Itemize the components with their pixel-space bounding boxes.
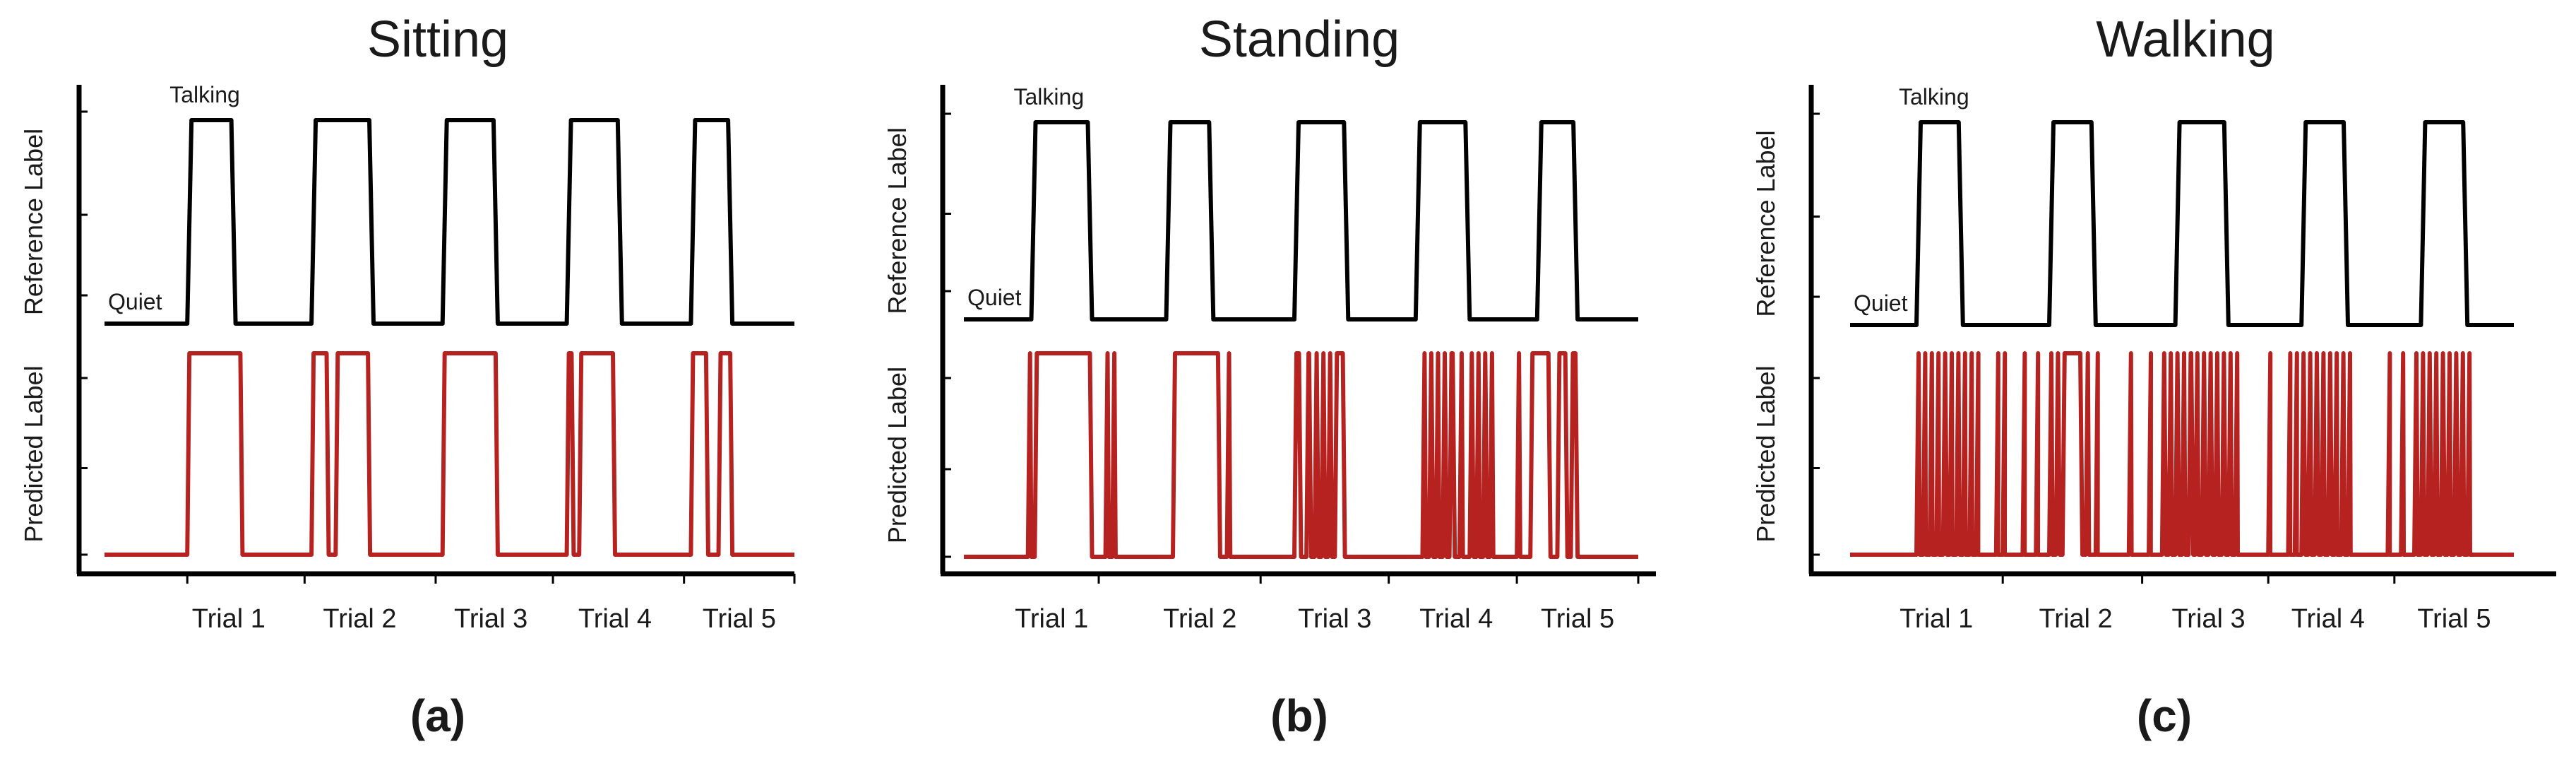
chart-title: Sitting [367,11,508,68]
quiet-label: Quiet [108,289,162,314]
x-tick-label: Trial 5 [1541,604,1614,634]
panel-label: (a) [410,690,465,741]
panel-a: Sitting Trial 1 Trial 2 Trial 3 Trial 4 Trial… [19,11,796,741]
x-tick-label: Trial 5 [703,604,776,634]
x-tick-label: Trial 2 [1163,604,1236,634]
x-tick-label: Trial 4 [2291,604,2365,634]
y-axis-label-reference: Reference Label [1751,130,1780,317]
y-axis-label-predicted: Predicted Label [19,365,48,542]
x-tick-label: Trial 4 [1419,604,1493,634]
quiet-label: Quiet [1854,290,1908,316]
reference-label-line [105,118,794,326]
panel-label: (b) [1270,690,1328,741]
y-axis-label-predicted: Predicted Label [883,367,912,543]
x-tick-label: Trial 4 [578,604,652,634]
chart-title: Walking [2096,11,2274,68]
x-tick-label: Trial 3 [1298,604,1371,634]
talking-label: Talking [169,82,240,107]
panel-label: (c) [2137,690,2192,741]
x-tick-label: Trial 1 [1900,604,1973,634]
panel-c: Walking Trial 1 Trial 2 Trial 3 Trial 4 Trial… [1751,11,2556,741]
x-tick-label: Trial 2 [323,604,396,634]
chart-title: Standing [1199,11,1400,68]
predicted-label-line [105,351,794,557]
x-tick-label: Trial 3 [2172,604,2246,634]
panel-b: Standing Trial 1 Trial 2 Trial 3 Trial 4 Tria… [883,11,1656,741]
y-axis-label-reference: Reference Label [883,127,912,314]
predicted-label-line [964,351,1638,559]
x-tick-label: Trial 1 [192,604,266,634]
talking-label: Talking [1014,84,1085,110]
reference-label-line [1850,120,2514,327]
reference-label-line [964,120,1638,321]
talking-label: Talking [1899,84,1969,110]
x-tick-label: Trial 3 [454,604,527,634]
y-axis-label-reference: Reference Label [19,129,48,315]
x-tick-label: Trial 1 [1015,604,1088,634]
quiet-label: Quiet [967,285,1022,310]
y-axis-label-predicted: Predicted Label [1751,365,1780,542]
x-tick-label: Trial 5 [2417,604,2491,634]
predicted-label-line [1850,351,2514,557]
x-tick-label: Trial 2 [2039,604,2113,634]
